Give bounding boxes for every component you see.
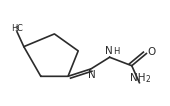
Text: H: H bbox=[11, 24, 18, 33]
Text: H: H bbox=[113, 47, 119, 56]
Text: N: N bbox=[88, 70, 96, 80]
Text: N: N bbox=[105, 46, 113, 56]
Text: 3: 3 bbox=[14, 26, 19, 32]
Text: NH: NH bbox=[130, 73, 146, 83]
Text: O: O bbox=[147, 47, 155, 57]
Text: 2: 2 bbox=[146, 75, 151, 84]
Text: C: C bbox=[17, 24, 23, 33]
